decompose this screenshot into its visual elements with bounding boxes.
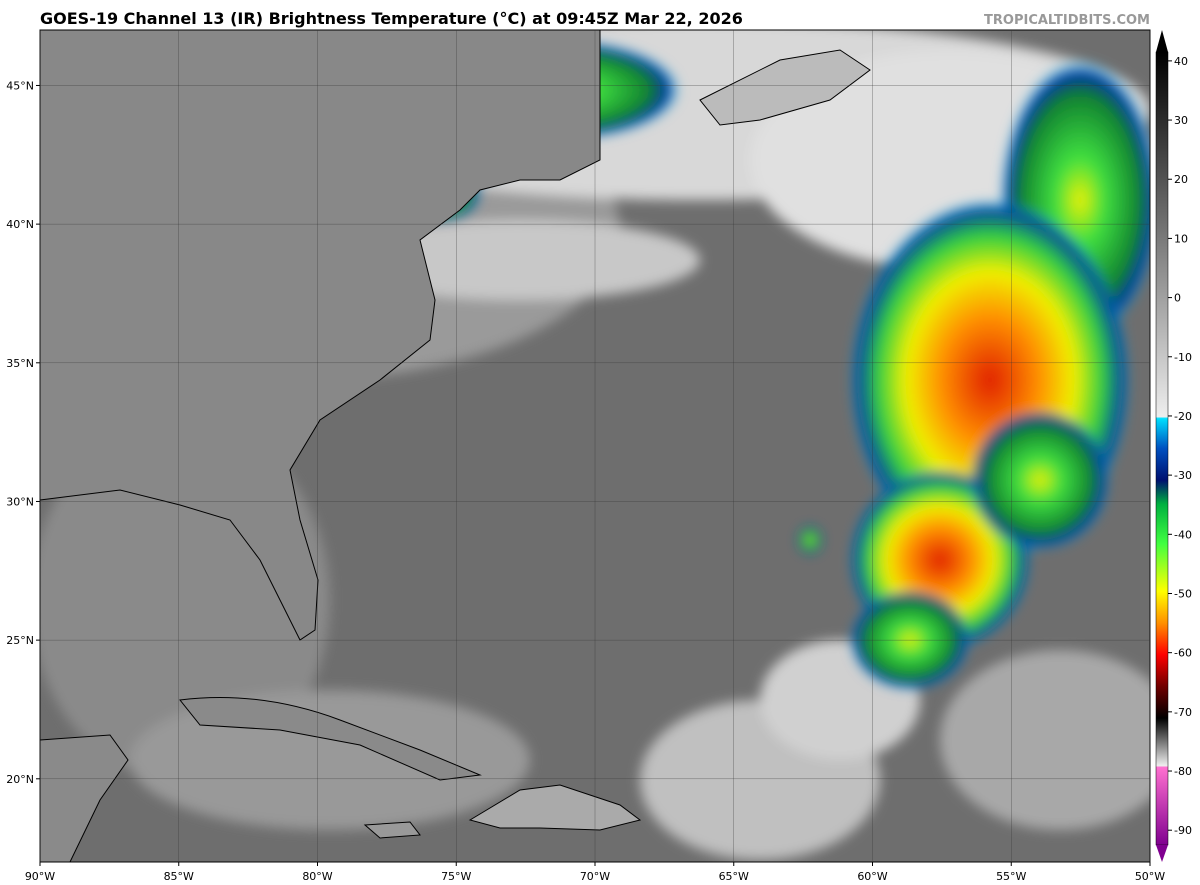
colorbar-label: 30 xyxy=(1174,114,1188,127)
lon-label: 90°W xyxy=(25,870,55,883)
lat-label: 40°N xyxy=(6,218,34,231)
lat-label: 30°N xyxy=(6,495,34,508)
colorbar-label: -20 xyxy=(1174,410,1192,423)
lon-label: 65°W xyxy=(719,870,749,883)
colorbar-label: 0 xyxy=(1174,292,1181,305)
lat-label: 35°N xyxy=(6,357,34,370)
colorbar-label: 10 xyxy=(1174,232,1188,245)
colorbar-label: -30 xyxy=(1174,469,1192,482)
colorbar-label: -70 xyxy=(1174,706,1192,719)
colorbar-label: -80 xyxy=(1174,765,1192,778)
lon-label: 55°W xyxy=(996,870,1026,883)
colorbar-label: -50 xyxy=(1174,587,1192,600)
colorbar-label: 20 xyxy=(1174,173,1188,186)
colorbar-extension xyxy=(1156,845,1168,862)
colorbar-label: -90 xyxy=(1174,824,1192,837)
satellite-image xyxy=(40,30,1150,862)
colorbar xyxy=(1155,51,1169,846)
colorbar-label: 40 xyxy=(1174,55,1188,68)
title: GOES-19 Channel 13 (IR) Brightness Tempe… xyxy=(40,9,743,28)
lat-label: 20°N xyxy=(6,773,34,786)
colorbar-label: -60 xyxy=(1174,647,1192,660)
lon-label: 80°W xyxy=(302,870,332,883)
lat-label: 45°N xyxy=(6,79,34,92)
lon-label: 85°W xyxy=(164,870,194,883)
colorbar-label: -40 xyxy=(1174,528,1192,541)
lon-label: 60°W xyxy=(857,870,887,883)
lon-label: 75°W xyxy=(441,870,471,883)
lat-label: 25°N xyxy=(6,634,34,647)
lon-label: 50°W xyxy=(1135,870,1165,883)
credit: TROPICALTIDBITS.COM xyxy=(984,13,1150,28)
colorbar-label: -10 xyxy=(1174,351,1192,364)
lon-label: 70°W xyxy=(580,870,610,883)
colorbar-extension xyxy=(1156,30,1168,52)
